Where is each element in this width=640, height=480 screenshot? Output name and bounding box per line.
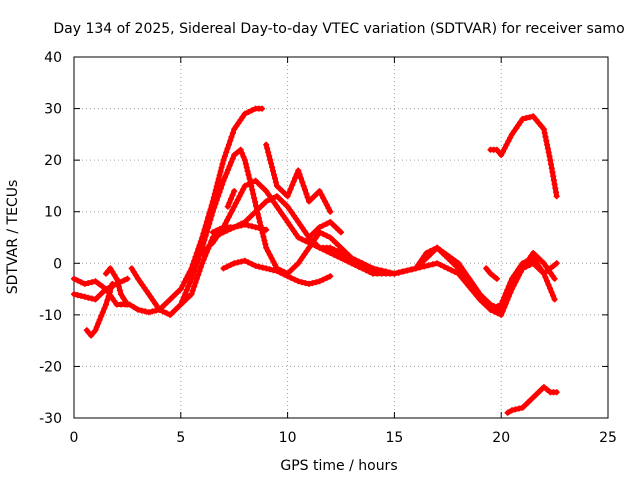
x-tick-label: 10 bbox=[279, 430, 297, 446]
y-tick-label: -10 bbox=[39, 308, 62, 324]
y-tick-label: 10 bbox=[44, 205, 62, 221]
series-track-15 bbox=[519, 260, 560, 277]
series-markers bbox=[71, 105, 265, 316]
series-markers bbox=[177, 193, 558, 313]
x-tick-label: 20 bbox=[492, 430, 510, 446]
series-markers bbox=[263, 141, 334, 215]
series-markers bbox=[224, 188, 238, 210]
series-line bbox=[199, 178, 504, 313]
grid-lines bbox=[73, 56, 609, 419]
series-track-11 bbox=[263, 141, 334, 215]
x-axis-label: GPS time / hours bbox=[280, 458, 397, 474]
series-markers bbox=[83, 280, 116, 339]
series-markers bbox=[209, 221, 270, 236]
series-markers bbox=[483, 265, 500, 282]
y-axis-label: SDTVAR / TECUs bbox=[5, 180, 21, 295]
series-markers bbox=[220, 257, 334, 287]
series-markers bbox=[519, 260, 560, 277]
series-track-9 bbox=[220, 257, 334, 287]
y-tick-label: 0 bbox=[53, 256, 62, 272]
x-tick-label: 15 bbox=[385, 430, 403, 446]
y-tick-label: -30 bbox=[39, 411, 62, 427]
axis-ticks: 0 5 10 15 20 25 -30 -20 -10 0 10 20 30 40 bbox=[39, 50, 617, 446]
chart-title: Day 134 of 2025, Sidereal Day-to-day VTE… bbox=[53, 21, 624, 37]
series-track-6 bbox=[177, 193, 558, 313]
series-track-4 bbox=[103, 265, 131, 308]
series-track-7 bbox=[199, 177, 505, 313]
x-tick-label: 0 bbox=[70, 430, 79, 446]
y-tick-label: 40 bbox=[44, 50, 62, 66]
series-markers bbox=[199, 177, 505, 313]
series-track-8 bbox=[209, 221, 270, 236]
plot-frame bbox=[73, 56, 609, 419]
series-markers bbox=[103, 265, 131, 308]
series-track-13 bbox=[487, 113, 560, 200]
x-tick-label: 5 bbox=[176, 430, 185, 446]
series-line bbox=[178, 193, 558, 313]
series-track-14 bbox=[504, 384, 560, 416]
series-track-10 bbox=[224, 188, 238, 210]
series-track-2 bbox=[71, 105, 265, 316]
data-series bbox=[71, 105, 560, 416]
y-tick-label: -20 bbox=[39, 359, 62, 375]
y-tick-label: 30 bbox=[44, 102, 62, 118]
series-track-12 bbox=[306, 219, 344, 241]
series-markers bbox=[504, 384, 560, 416]
series-track-3 bbox=[83, 280, 116, 339]
y-tick-label: 20 bbox=[44, 153, 62, 169]
series-markers bbox=[306, 219, 344, 241]
x-tick-label: 25 bbox=[599, 430, 617, 446]
series-track-16 bbox=[483, 265, 500, 282]
series-markers bbox=[487, 113, 560, 200]
